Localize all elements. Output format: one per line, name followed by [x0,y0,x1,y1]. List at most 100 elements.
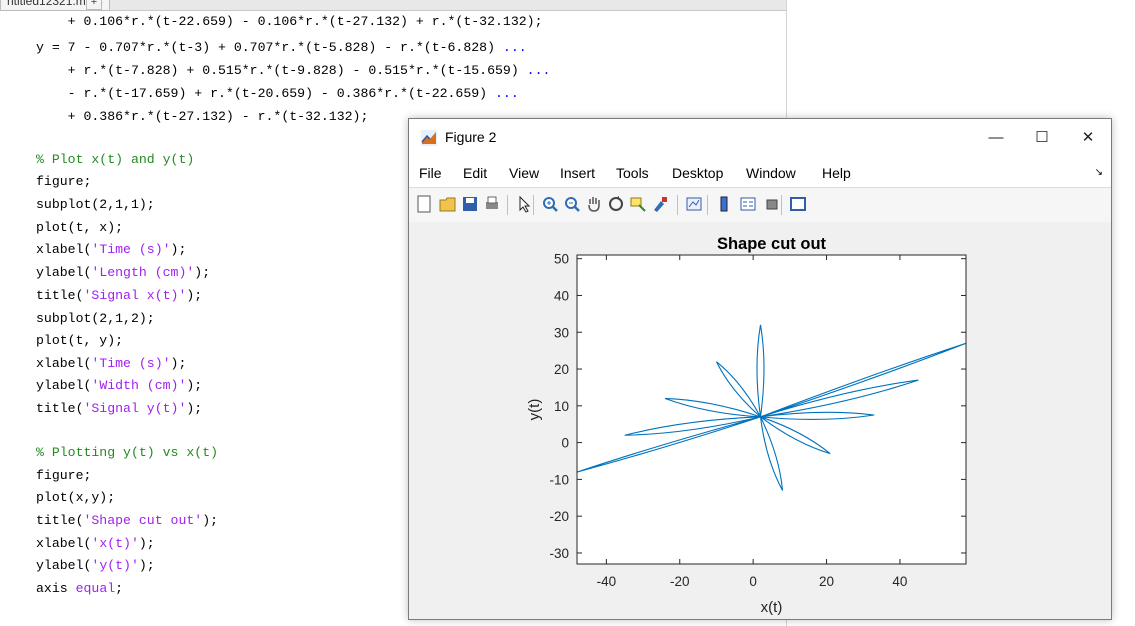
code-token: title( [36,401,84,416]
figure-window: Figure 2 — ☐ ✕ ↘ File Edit View Insert Tools… [408,118,1112,620]
code-token: + r.*(t-7.828) + 0.515*r.*(t-9.828) - 0.… [36,63,527,78]
code-line[interactable]: plot(x,y); [36,488,115,508]
code-token: ); [138,536,155,551]
show-plot-tools-icon[interactable] [789,195,807,213]
dock-arrow-icon[interactable]: ↘ [1094,167,1103,178]
code-line[interactable]: % Plot x(t) and y(t) [36,150,194,170]
plot-area[interactable] [577,255,966,564]
pan-icon[interactable] [585,195,603,213]
rotate-3d-icon[interactable] [607,195,625,213]
code-line[interactable]: + 0.106*r.*(t-22.659) - 0.106*r.*(t-27.1… [36,12,543,32]
y-tick-label: -30 [549,546,569,561]
y-tick-label: 10 [554,399,569,414]
code-token: ); [186,401,203,416]
chart[interactable]: Shape cut out x(t) y(t) -40 -20 0 20 40 -30 -20 -1… [409,222,1111,619]
code-token: ); [202,513,219,528]
code-token: equal [75,581,116,596]
chart-title: Shape cut out [717,235,827,253]
code-token: 'Time (s)' [91,356,171,371]
code-line[interactable]: ylabel('Width (cm)'); [36,376,202,396]
menu-insert[interactable]: Insert [560,165,596,181]
code-line[interactable]: xlabel('x(t)'); [36,534,155,554]
zoom-in-icon[interactable] [541,195,559,213]
colorbar-icon[interactable] [715,195,733,213]
code-line[interactable]: subplot(2,1,1); [36,195,155,215]
maximize-button[interactable]: ☐ [1035,129,1049,146]
code-line[interactable]: subplot(2,1,2); [36,309,155,329]
code-line[interactable]: figure; [36,172,91,192]
toolbar-separator [533,195,534,215]
code-line[interactable]: title('Signal x(t)'); [36,286,202,306]
code-line[interactable]: plot(t, x); [36,218,123,238]
code-token: xlabel( [36,356,92,371]
code-line[interactable]: - r.*(t-17.659) + r.*(t-20.659) - 0.386*… [36,84,519,104]
menu-window[interactable]: Window [746,165,796,181]
code-token: xlabel( [36,242,92,257]
x-tick-label: 0 [749,574,757,589]
code-token: plot(t, x); [36,220,124,235]
data-cursor-icon[interactable] [629,195,647,213]
code-token: ... [526,63,551,78]
code-line[interactable]: + r.*(t-7.828) + 0.515*r.*(t-9.828) - 0.… [36,61,551,81]
x-tick-label: 40 [892,574,907,589]
print-icon[interactable] [483,195,501,213]
code-line[interactable]: y = 7 - 0.707*r.*(t-3) + 0.707*r.*(t-5.8… [36,38,527,58]
code-line[interactable]: % Plotting y(t) vs x(t) [36,443,218,463]
figure-toolbar [409,187,1111,223]
add-tab-button[interactable]: + [86,0,102,10]
save-icon[interactable] [461,195,479,213]
close-button[interactable]: ✕ [1081,129,1095,146]
code-line[interactable]: + 0.386*r.*(t-27.132) - r.*(t-32.132); [36,107,369,127]
open-file-icon[interactable] [439,195,457,213]
code-line[interactable]: plot(t, y); [36,331,123,351]
code-line[interactable]: xlabel('Time (s)'); [36,354,186,374]
y-tick-label: -20 [549,509,569,524]
code-token: ylabel( [36,265,92,280]
y-tick-label: 20 [554,362,569,377]
code-token: subplot(2,1,1); [36,197,155,212]
code-token: title( [36,288,84,303]
x-axis-label: x(t) [761,599,783,616]
toolbar-separator [781,195,782,215]
editor-tab-bar: ntitled12321.m*× + [0,0,786,11]
code-token: - r.*(t-17.659) + r.*(t-20.659) - 0.386*… [36,86,495,101]
code-line[interactable]: ylabel('y(t)'); [36,556,155,576]
data-series-line[interactable] [577,324,966,491]
link-plot-icon[interactable] [685,195,703,213]
y-tick-label: 40 [554,288,569,303]
axes-box [576,254,967,565]
code-token: figure; [36,468,92,483]
brush-icon[interactable] [651,195,669,213]
legend-icon[interactable] [739,195,757,213]
figure-titlebar[interactable]: Figure 2 — ☐ ✕ [409,119,1111,157]
code-token: 'y(t)' [91,558,139,573]
menu-help[interactable]: Help [822,165,851,181]
code-line[interactable]: title('Signal y(t)'); [36,399,202,419]
code-token: 'Time (s)' [91,242,171,257]
menu-desktop[interactable]: Desktop [672,165,724,181]
hide-plot-tools-icon[interactable] [763,195,781,213]
code-line[interactable]: axis equal; [36,579,123,599]
menu-view[interactable]: View [509,165,540,181]
code-token: % Plot x(t) and y(t) [36,152,195,167]
code-token: ); [194,265,211,280]
code-editor[interactable]: + 0.106*r.*(t-22.659) - 0.106*r.*(t-27.1… [0,0,786,626]
new-figure-icon[interactable] [415,195,433,213]
minimize-button[interactable]: — [988,129,1004,146]
code-token: ; [115,581,124,596]
code-token: plot(t, y); [36,333,124,348]
code-token: ); [186,288,203,303]
code-token: ylabel( [36,558,92,573]
code-line[interactable]: title('Shape cut out'); [36,511,218,531]
select-arrow-icon[interactable] [515,195,533,213]
menu-file[interactable]: File [419,165,442,181]
code-token: + 0.106*r.*(t-22.659) - 0.106*r.*(t-27.1… [36,14,543,29]
code-line[interactable]: xlabel('Time (s)'); [36,240,186,260]
menu-tools[interactable]: Tools [616,165,649,181]
code-token: axis [36,581,76,596]
zoom-out-icon[interactable] [563,195,581,213]
code-line[interactable]: figure; [36,466,91,486]
code-line[interactable]: ylabel('Length (cm)'); [36,263,210,283]
y-tick-label: 0 [561,436,569,451]
menu-edit[interactable]: Edit [463,165,488,181]
